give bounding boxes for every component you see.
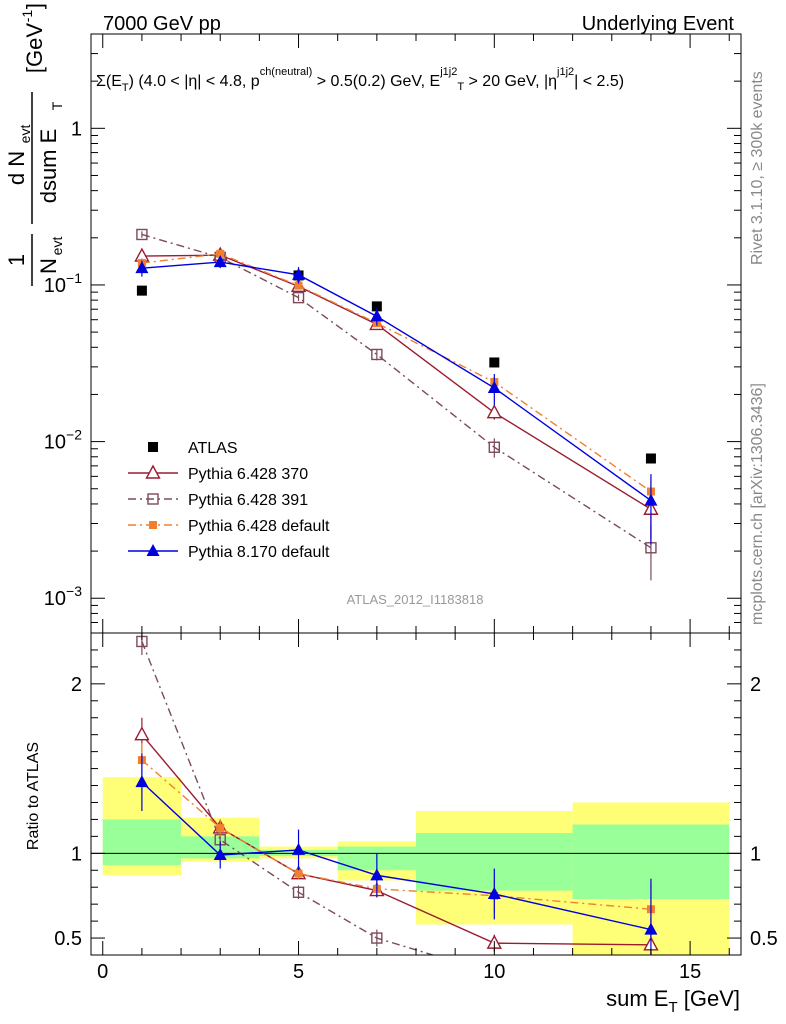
ratio-y-tick-label: 1 xyxy=(71,843,82,865)
main-point-4-0 xyxy=(135,261,149,274)
ratio-series-line-2 xyxy=(141,759,652,910)
ratio-point-1-2 xyxy=(292,886,305,898)
main-series-line-1 xyxy=(141,254,652,510)
ratio-y-tick-label-right: 2 xyxy=(750,674,761,696)
main-series-4 xyxy=(135,255,658,545)
ratio-point-3-3 xyxy=(370,868,384,881)
ratio-point-2-2 xyxy=(294,869,303,878)
ylabel-unit-close: ] xyxy=(22,3,47,9)
x-tick-label: 0 xyxy=(97,961,108,983)
main-point-2-4 xyxy=(488,441,501,453)
legend-label-4: Pythia 8.170 default xyxy=(188,544,330,561)
main-y-tick-label: 10−2 xyxy=(44,427,82,454)
main-point-4-1 xyxy=(213,255,227,268)
main-series-0 xyxy=(136,270,656,464)
ratio-point-2-1 xyxy=(216,823,225,832)
ratio-point-3-4 xyxy=(487,886,501,899)
ylabel-evt-sub-2: evt xyxy=(17,125,33,144)
mcplots-label: mcplots.cern.ch [arXiv:1306.3436] xyxy=(749,383,766,625)
ylabel-one: 1 xyxy=(4,254,29,266)
main-point-2-2 xyxy=(292,291,305,304)
legend-marker-0 xyxy=(148,442,158,452)
legend: ATLAS Pythia 6.428 370 Pythia 6.428 391 Pyt… xyxy=(128,440,330,561)
ylabel-dn: d N xyxy=(4,151,29,185)
main-point-0-2 xyxy=(371,301,382,312)
main-point-4-5 xyxy=(644,493,658,506)
main-point-3-1 xyxy=(216,249,225,258)
legend-label-1: Pythia 6.428 370 xyxy=(188,466,308,483)
ylabel-unit-exp: -1 xyxy=(19,10,35,23)
ratio-y-tick-label-right: 0.5 xyxy=(750,928,778,950)
main-point-0-0 xyxy=(136,285,147,296)
uncertainty-bands xyxy=(102,777,730,955)
main-point-0-3 xyxy=(489,357,500,368)
legend-marker-4 xyxy=(146,544,160,556)
main-point-4-2 xyxy=(292,267,306,280)
main-point-2-3 xyxy=(371,348,383,361)
ylabel-evt-sub: evt xyxy=(49,237,65,256)
ratio-plot-panel xyxy=(90,632,742,982)
legend-label-0: ATLAS xyxy=(188,440,238,457)
main-point-1-4 xyxy=(486,404,502,419)
legend-label-2: Pythia 6.428 391 xyxy=(188,492,308,509)
ylabel-unit: [GeV xyxy=(22,23,47,73)
ratio-point-3-1 xyxy=(213,848,227,861)
ratio-series-line-3 xyxy=(141,781,652,931)
ratio-series-line-0 xyxy=(141,734,651,946)
rivet-label: Rivet 3.1.10, ≥ 300k events xyxy=(749,71,766,265)
main-point-2-0 xyxy=(136,228,148,241)
ratio-point-3-5 xyxy=(644,922,658,935)
main-y-tick-label: 10−1 xyxy=(44,270,82,297)
ratio-y-tick-label: 2 xyxy=(71,674,82,696)
header-left: 7000 GeV pp xyxy=(103,13,221,35)
x-tick-label: 5 xyxy=(293,961,304,983)
ratio-y-axis-label: Ratio to ATLAS xyxy=(25,742,42,850)
main-series-line-4 xyxy=(141,261,652,502)
legend-marker-1 xyxy=(145,464,161,479)
ratio-point-3-2 xyxy=(292,842,306,855)
x-tick-label: 15 xyxy=(679,961,701,983)
ylabel-n: N xyxy=(36,258,61,274)
main-point-4-3 xyxy=(370,309,384,322)
ratio-point-0-0 xyxy=(134,726,150,741)
main-point-3-2 xyxy=(294,281,303,290)
ratio-point-1-5 xyxy=(646,972,656,982)
legend-label-3: Pythia 6.428 default xyxy=(188,518,330,535)
main-point-4-4 xyxy=(487,380,501,393)
main-y-tick-label: 1 xyxy=(71,118,82,140)
ratio-y-tick-label-right: 1 xyxy=(750,843,761,865)
main-y-tick-label: 10−3 xyxy=(44,583,82,610)
main-series-line-2 xyxy=(141,233,652,549)
header-right: Underlying Event xyxy=(582,13,735,35)
main-point-0-4 xyxy=(645,453,656,464)
analysis-id: ATLAS_2012_I1183818 xyxy=(347,592,484,607)
ratio-y-tick-label: 0.5 xyxy=(54,928,82,950)
legend-marker-2 xyxy=(147,493,159,505)
ratio-point-3-0 xyxy=(135,775,149,788)
main-title: Σ(ET) (4.0 < |η| < 4.8, pch(neutral) > 0… xyxy=(96,66,624,94)
ylabel-t-sub: T xyxy=(49,101,65,110)
x-axis-label: sum ET [GeV] xyxy=(606,986,740,1016)
band-green-0 xyxy=(102,819,182,866)
ylabel-dsum: dsum E xyxy=(36,129,61,204)
ratio-series-3 xyxy=(135,753,658,955)
x-tick-label: 10 xyxy=(483,961,505,983)
ratio-point-1-3 xyxy=(371,932,383,944)
legend-marker-3 xyxy=(149,521,157,529)
